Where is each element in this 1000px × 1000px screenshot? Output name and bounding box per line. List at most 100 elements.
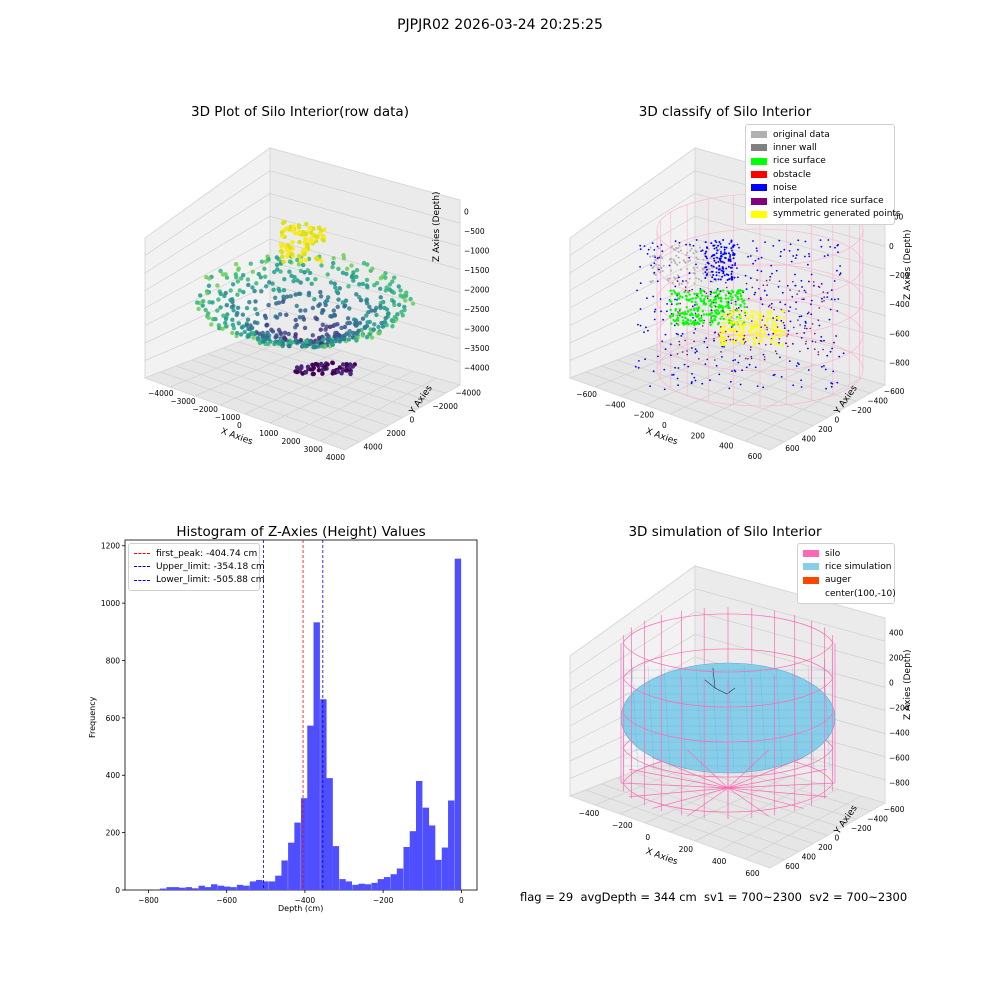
noise-point <box>733 276 736 279</box>
y-tick-label: −400 <box>867 814 888 823</box>
x-tick-label: −3000 <box>170 397 196 406</box>
x-tick-label: 1000 <box>259 429 278 438</box>
interpolated-point <box>763 356 766 358</box>
data-point <box>237 288 242 293</box>
histogram-bar <box>364 884 372 890</box>
symmetric-point <box>729 310 732 313</box>
data-point <box>274 255 279 260</box>
original-point <box>656 267 659 269</box>
symmetric-point <box>763 328 766 332</box>
data-point <box>234 330 240 336</box>
noise-point <box>786 284 789 287</box>
noise-point <box>829 246 832 248</box>
panel3-title: Histogram of Z-Axies (Height) Values <box>176 524 426 540</box>
x-tick-label: 600 <box>748 452 763 460</box>
noise-point <box>731 249 733 252</box>
silo-floor-spoke <box>727 757 804 789</box>
rice-surface-point <box>689 308 692 312</box>
data-point <box>303 231 309 237</box>
data-point <box>378 303 383 309</box>
z-tick-label: −4000 <box>464 363 490 372</box>
interpolated-point <box>770 343 772 346</box>
noise-point <box>705 337 707 339</box>
data-point <box>370 266 375 271</box>
interpolated-point <box>740 310 743 312</box>
noise-point <box>654 308 657 311</box>
symmetric-point <box>728 335 732 338</box>
interpolated-point <box>782 321 785 324</box>
data-point <box>301 343 306 349</box>
symmetric-point <box>738 326 742 329</box>
data-point <box>310 333 315 338</box>
data-point <box>280 299 286 304</box>
symmetric-point <box>729 314 732 317</box>
rice-surface-point <box>702 301 705 304</box>
original-point <box>652 265 655 268</box>
data-point <box>281 259 286 264</box>
data-point <box>311 340 316 345</box>
interpolated-point <box>744 314 747 317</box>
original-point <box>662 264 665 267</box>
noise-point <box>723 246 726 249</box>
panel3-legend: first_peak: -404.74 cm Upper_limit: -354.… <box>128 543 265 591</box>
noise-point <box>778 239 781 242</box>
original-point <box>714 256 717 259</box>
noise-point <box>680 335 683 337</box>
panel4-legend: silo rice simulation auger center(100,-10) <box>797 543 896 605</box>
noise-point <box>716 249 719 252</box>
symmetric-point <box>720 341 724 344</box>
data-point <box>330 342 335 347</box>
noise-point <box>764 241 766 243</box>
x-tick-label: −400 <box>605 400 626 409</box>
noise-point <box>714 239 717 242</box>
noise-point <box>723 261 726 264</box>
original-point <box>676 263 679 266</box>
z-tick-label: −1000 <box>464 247 490 256</box>
symmetric-point <box>723 335 726 339</box>
data-point <box>238 332 244 337</box>
interpolated-point <box>736 330 738 333</box>
data-point <box>279 250 285 255</box>
data-point <box>341 362 346 367</box>
original-point <box>708 268 711 270</box>
interpolated-point <box>809 327 811 330</box>
data-point <box>264 284 269 289</box>
data-point <box>224 303 229 308</box>
y-tick-label: 600 <box>785 444 800 453</box>
rice-surface-point <box>693 292 696 296</box>
noise-point <box>677 333 679 336</box>
noise-point <box>756 385 759 387</box>
noise-point <box>829 350 832 353</box>
noise-point <box>653 249 656 251</box>
data-point <box>228 288 233 293</box>
y-tick-label: −200 <box>851 406 872 415</box>
noise-point <box>770 264 773 267</box>
data-point <box>364 335 370 340</box>
noise-point <box>781 291 784 294</box>
rice-surface-point <box>686 298 689 302</box>
noise-point <box>762 353 765 356</box>
interpolated-point <box>698 358 700 360</box>
data-point <box>234 275 239 280</box>
data-point <box>244 305 250 311</box>
data-point <box>231 326 237 331</box>
noise-point <box>836 381 839 384</box>
original-point <box>661 270 664 272</box>
legend-label: first_peak: -404.74 cm <box>156 548 258 559</box>
noise-point <box>712 257 715 260</box>
silo-floor-spoke <box>727 787 804 809</box>
histogram-bar <box>320 699 327 890</box>
symmetric-point <box>753 340 756 344</box>
histogram-bar <box>249 881 257 890</box>
symmetric-point <box>766 311 770 315</box>
rice-surface-point <box>690 300 694 303</box>
rice-surface-point <box>676 302 680 305</box>
symmetric-point <box>783 332 787 336</box>
noise-point <box>747 255 749 258</box>
data-point <box>374 280 380 286</box>
data-point <box>301 262 306 268</box>
interpolated-point <box>706 297 709 300</box>
noise-point <box>795 254 798 257</box>
legend-label: interpolated rice surface <box>773 196 884 207</box>
y-tick-label: 2000 <box>387 429 406 438</box>
